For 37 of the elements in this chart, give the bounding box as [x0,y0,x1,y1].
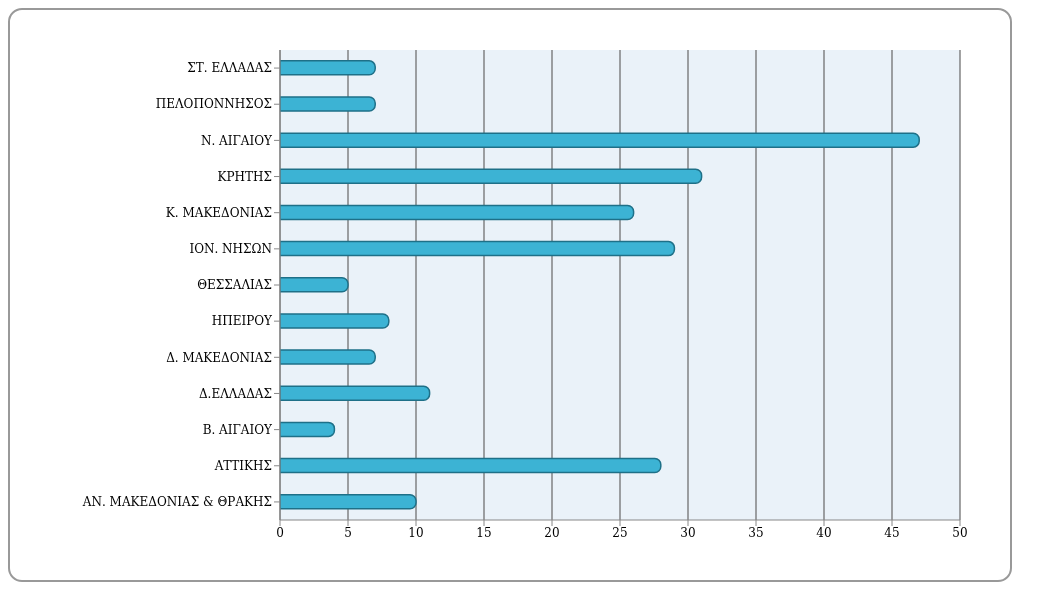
y-tick-label: ΠΕΛΟΠΟΝΝΗΣΟΣ [155,97,272,112]
bar [280,349,376,365]
bar [280,132,920,148]
x-tick-label: 40 [816,525,832,540]
bar [280,168,703,185]
y-tick-label: Δ.ΕΛΛΑΔΑΣ [198,386,272,401]
bar [280,60,376,76]
x-tick-label: 10 [408,525,424,540]
y-tick-label: ΗΠΕΙΡΟΥ [211,314,274,329]
bar [280,313,390,329]
x-tick-label: 15 [476,525,492,540]
y-tick-label: ΘΕΣΣΑΛΙΑΣ [197,278,272,293]
bar [280,457,662,474]
y-tick-label: Ν. ΑΙΓΑΙΟΥ [200,133,274,148]
y-tick-label: ΚΡΗΤΗΣ [217,169,272,184]
y-tick-label: Κ. ΜΑΚΕΔΟΝΙΑΣ [165,205,272,220]
x-tick-label: 35 [748,525,764,540]
y-tick-label: Β. ΑΙΓΑΙΟΥ [202,422,274,437]
bar [280,96,376,112]
bar [280,493,417,510]
x-tick-label: 0 [276,525,284,540]
y-tick-label: ΣΤ. ΕΛΛΑΔΑΣ [187,61,272,76]
bar [280,204,635,221]
bar [280,421,336,438]
y-tick-label: Δ. ΜΑΚΕΔΟΝΙΑΣ [166,350,272,365]
bar [280,277,349,293]
x-tick-label: 5 [344,525,352,540]
y-tick-label: ΑΤΤΙΚΗΣ [213,459,272,474]
x-tick-label: 20 [544,525,560,540]
x-tick-label: 25 [612,525,628,540]
x-tick-label: 50 [952,525,968,540]
x-tick-label: 30 [680,525,696,540]
x-tick-label: 45 [884,525,900,540]
y-tick-label: ΙΟΝ. ΝΗΣΩΝ [189,242,272,257]
bar [280,240,676,257]
y-tick-label: ΑΝ. ΜΑΚΕΔΟΝΙΑΣ & ΘΡΑΚΗΣ [81,495,272,510]
bar [280,385,431,401]
